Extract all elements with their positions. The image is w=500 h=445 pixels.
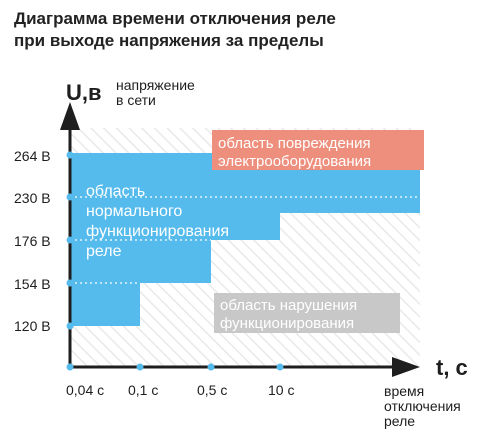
normal-operation-area <box>70 153 420 326</box>
normal-area-label-line-1: область <box>86 183 145 200</box>
x-tick-0-5: 0,5 с <box>197 382 227 398</box>
disruption-area-label-line-2: функционирования <box>220 315 354 332</box>
damage-area-label-line-1: область повреждения <box>218 135 371 152</box>
x-tick-dot <box>136 363 144 371</box>
x-axis-symbol: t, с <box>436 355 468 380</box>
dotted-guide-lines <box>70 196 420 284</box>
x-tick-0-1: 0,1 с <box>128 382 158 398</box>
x-tick-0-04: 0,04 с <box>66 382 104 398</box>
y-axis-caption-line-1: напряжение <box>116 77 195 93</box>
y-axis-symbol: U,в <box>66 80 102 105</box>
x-axis-arrow <box>392 357 420 377</box>
chart-title: Диаграмма времени отключения реле при вы… <box>14 8 494 52</box>
y-axis-arrow <box>60 102 80 130</box>
y-tick-264: 264 В <box>14 148 51 164</box>
tick-dots <box>66 151 284 371</box>
x-axis-caption-line-3: реле <box>384 413 415 429</box>
y-tick-120: 120 В <box>14 318 51 334</box>
x-tick-dot <box>207 363 215 371</box>
y-tick-dot <box>66 279 74 287</box>
y-tick-dot <box>66 236 74 244</box>
x-tick-dot <box>276 363 284 371</box>
chart-title-line-2: при выходе напряжения за пределы <box>14 31 324 50</box>
damage-area-label-line-2: электрооборудования <box>218 153 371 170</box>
damage-area-label-background <box>212 130 424 170</box>
y-axis-caption-line-2: в сети <box>116 92 156 108</box>
y-tick-dot <box>66 193 74 201</box>
x-tick-10: 10 с <box>268 382 294 398</box>
normal-area-label-line-2: нормального <box>86 203 182 220</box>
x-tick-dot <box>66 363 74 371</box>
y-tick-154: 154 В <box>14 276 51 292</box>
chart-title-line-1: Диаграмма времени отключения реле <box>14 9 336 28</box>
normal-area-label-line-3: функционирования <box>86 223 229 240</box>
y-tick-230: 230 В <box>14 190 51 206</box>
y-tick-dot <box>66 322 74 330</box>
normal-area-label-line-4: реле <box>86 243 122 260</box>
disruption-area-label-line-1: область нарушения <box>220 297 357 314</box>
x-axis-caption-line-1: время <box>384 383 424 399</box>
y-tick-176: 176 В <box>14 233 51 249</box>
y-tick-dot <box>66 151 74 159</box>
disruption-area-label-background <box>214 293 400 333</box>
x-axis-caption-line-2: отключения <box>384 398 461 414</box>
